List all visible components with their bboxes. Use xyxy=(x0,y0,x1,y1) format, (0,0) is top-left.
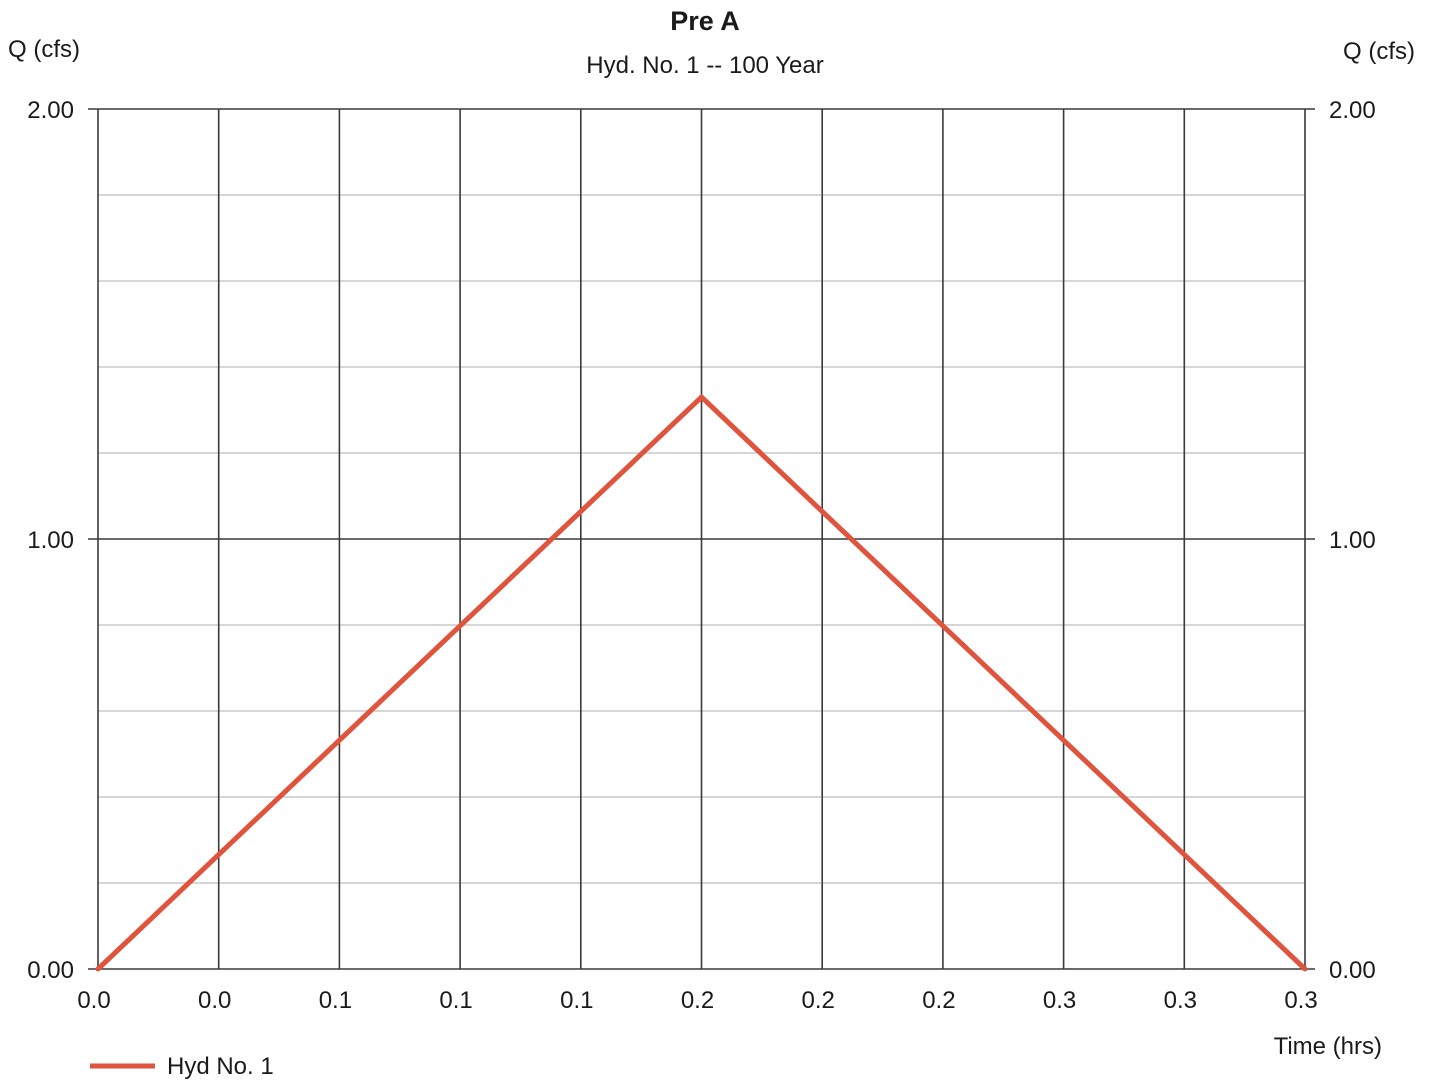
y-tick-label-right: 1.00 xyxy=(1329,527,1376,554)
x-tick-label: 0.2 xyxy=(922,987,955,1014)
x-tick-label: 0.0 xyxy=(77,987,110,1014)
data-point xyxy=(1303,967,1308,972)
x-tick-label: 0.2 xyxy=(681,987,714,1014)
data-point xyxy=(699,395,704,400)
y-tick-label-right: 2.00 xyxy=(1329,97,1376,124)
chart-title: Pre A xyxy=(670,6,740,36)
x-tick-label: 0.1 xyxy=(560,987,593,1014)
y-axis-label-right: Q (cfs) xyxy=(1343,38,1415,65)
legend-label: Hyd No. 1 xyxy=(167,1053,274,1080)
chart-subtitle: Hyd. No. 1 -- 100 Year xyxy=(586,52,823,79)
x-axis-label: Time (hrs) xyxy=(1274,1033,1382,1060)
x-tick-label: 0.2 xyxy=(802,987,835,1014)
x-tick-label: 0.3 xyxy=(1164,987,1197,1014)
x-tick-label: 0.3 xyxy=(1043,987,1076,1014)
y-tick-label-left: 2.00 xyxy=(27,97,74,124)
x-tick-label: 0.3 xyxy=(1284,987,1317,1014)
x-tick-label: 0.0 xyxy=(198,987,231,1014)
y-axis-label-left: Q (cfs) xyxy=(8,36,80,63)
y-tick-label-left: 0.00 xyxy=(27,957,74,984)
y-tick-label-right: 0.00 xyxy=(1329,957,1376,984)
x-tick-label: 0.1 xyxy=(439,987,472,1014)
y-tick-label-left: 1.00 xyxy=(27,527,74,554)
x-tick-label: 0.1 xyxy=(319,987,352,1014)
data-point xyxy=(96,967,101,972)
